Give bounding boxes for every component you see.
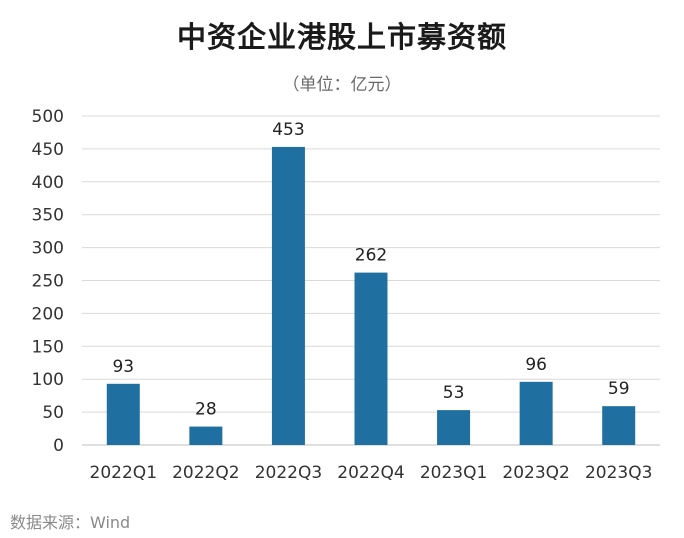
bar-2023Q1	[437, 410, 471, 445]
data-label-2022Q1: 93	[112, 357, 134, 377]
bar-2022Q4	[354, 272, 388, 445]
bars	[106, 146, 636, 445]
y-tick-label: 200	[32, 304, 64, 324]
x-tick-label: 2022Q4	[337, 463, 404, 483]
bar-2022Q2	[189, 426, 223, 445]
data-label-2023Q1: 53	[443, 383, 465, 403]
x-tick-label: 2022Q2	[172, 463, 239, 483]
bar-2023Q3	[602, 406, 636, 445]
y-tick-label: 100	[32, 370, 64, 390]
y-tick-label: 150	[32, 337, 64, 357]
data-source: 数据来源：Wind	[10, 513, 131, 532]
y-tick-label: 400	[32, 173, 64, 193]
data-labels: 93 28 453 262 53 96 59	[112, 120, 629, 420]
y-tick-label: 50	[42, 403, 64, 423]
bar-2022Q3	[271, 146, 305, 445]
data-label-2022Q4: 262	[355, 246, 387, 266]
y-tick-label: 500	[32, 107, 64, 127]
y-axis-ticks: 0 50 100 150 200 250 300 350 400 450 500	[32, 107, 64, 456]
data-label-2022Q2: 28	[195, 400, 217, 420]
y-tick-label: 300	[32, 239, 64, 259]
chart-subtitle: （单位：亿元）	[282, 75, 402, 95]
x-tick-label: 2022Q3	[255, 463, 322, 483]
bar-2023Q2	[519, 381, 553, 445]
chart-title: 中资企业港股上市募资额	[176, 20, 507, 54]
data-label-2023Q3: 59	[608, 379, 630, 399]
y-tick-label: 250	[32, 272, 64, 292]
x-tick-label: 2022Q1	[90, 463, 157, 483]
x-axis-ticks: 2022Q1 2022Q2 2022Q3 2022Q4 2023Q1 2023Q2 2023…	[90, 463, 653, 483]
bar-2022Q1	[106, 383, 140, 445]
data-label-2023Q2: 96	[525, 355, 547, 375]
x-tick-label: 2023Q3	[585, 463, 652, 483]
y-tick-label: 450	[32, 140, 64, 160]
y-tick-label: 0	[53, 436, 64, 456]
y-tick-label: 350	[32, 206, 64, 226]
data-label-2022Q3: 453	[272, 120, 304, 140]
x-tick-label: 2023Q1	[420, 463, 487, 483]
x-tick-label: 2023Q2	[502, 463, 569, 483]
